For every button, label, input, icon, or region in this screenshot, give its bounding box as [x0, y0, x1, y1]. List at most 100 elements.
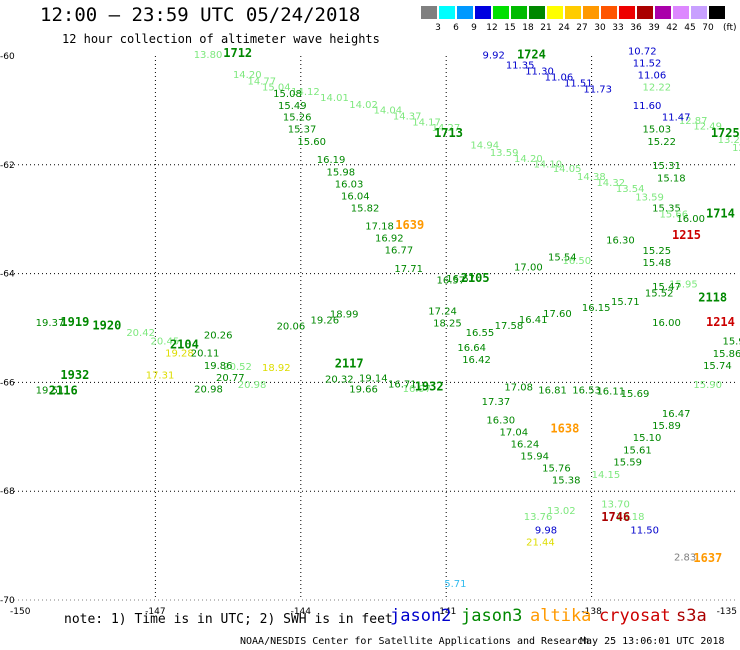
swh-label: 13.18	[616, 512, 645, 523]
swh-label: 16.64	[457, 343, 486, 354]
swh-label: 13.59	[490, 148, 519, 159]
swh-label: 19.51	[36, 385, 65, 396]
legend-swatch	[421, 6, 437, 19]
swh-label: 17.31	[146, 371, 175, 382]
swh-label: 14.12	[291, 87, 320, 98]
swh-label: 14.01	[320, 93, 349, 104]
swh-label: 20.98	[194, 385, 223, 396]
swh-label: 20.77	[216, 373, 245, 384]
legend-value: 12	[486, 23, 498, 33]
legend-swatch	[709, 6, 725, 19]
swh-label: 12.49	[693, 121, 722, 132]
track-time-label: 2117	[335, 357, 364, 371]
swh-label: 13.02	[547, 506, 576, 517]
swh-label: 20.26	[204, 330, 233, 341]
swh-label: 16.97	[403, 384, 432, 395]
lon-axis-label: -144	[291, 607, 312, 617]
swh-label: 15.18	[657, 174, 686, 185]
swh-label: 17.24	[428, 306, 457, 317]
swh-label: 15.82	[351, 204, 380, 215]
swh-label: 16.30	[606, 236, 635, 247]
page-subtitle: 12 hour collection of altimeter wave hei…	[62, 32, 380, 46]
track-time-label: 1214	[706, 315, 735, 329]
swh-label: 17.60	[543, 309, 572, 320]
lon-axis-label: -147	[145, 607, 165, 617]
legend-value: 3	[435, 23, 441, 33]
satellite-jason2: jason2	[390, 606, 452, 626]
swh-label: 13.76	[524, 512, 553, 523]
track-time-label: 1724	[517, 48, 546, 62]
swh-label: 14.20	[233, 70, 262, 81]
swh-label: 17.04	[500, 428, 529, 439]
swh-label: 15.31	[652, 161, 681, 172]
swh-label: 11.50	[630, 526, 659, 537]
track-time-label: 2104	[170, 338, 199, 352]
legend-swatch	[565, 6, 581, 19]
swh-label: 14.10	[533, 160, 562, 171]
swh-label: 12.59	[732, 143, 740, 154]
legend-unit: (ft)	[723, 23, 737, 33]
swh-label: 20.32	[325, 374, 354, 385]
swh-label: 15.38	[552, 476, 581, 487]
swh-label: 19.14	[359, 373, 388, 384]
swh-label: 17.37	[482, 397, 511, 408]
swh-label: 15.26	[283, 113, 312, 124]
swh-label: 15.97	[722, 336, 740, 347]
lon-axis-label: -141	[436, 607, 456, 617]
swh-label: 14.94	[470, 140, 499, 151]
swh-label: 12.22	[642, 82, 671, 93]
legend-value: 21	[540, 23, 552, 33]
swh-label: 15.25	[642, 246, 671, 257]
satellite-cryosat: cryosat	[599, 606, 671, 626]
swh-label: 13.54	[616, 184, 645, 195]
swh-label: 14.38	[577, 172, 606, 183]
swh-label: 16.50	[563, 256, 592, 267]
swh-label: 20.45	[151, 336, 180, 347]
swh-label: 16.15	[582, 303, 611, 314]
page-title: 12:00 – 23:59 UTC 05/24/2018	[40, 4, 361, 26]
legend-swatch	[529, 6, 545, 19]
legend-swatch	[583, 6, 599, 19]
track-time-label: 1932	[60, 368, 89, 382]
legend-value: 6	[453, 23, 459, 33]
legend-swatch	[475, 6, 491, 19]
swh-label: 16.71	[388, 379, 417, 390]
legend-value: 39	[648, 23, 660, 33]
swh-label: 15.03	[642, 125, 671, 136]
swh-label: 15.60	[297, 137, 326, 148]
track-time-label: 1932	[415, 380, 444, 394]
swh-label: 18.92	[262, 363, 291, 374]
satellite-altika: altika	[530, 606, 592, 626]
swh-label: 16.00	[676, 214, 705, 225]
swh-label: 16.00	[652, 318, 681, 329]
swh-label: 15.94	[520, 452, 549, 463]
swh-label: 15.49	[278, 101, 307, 112]
swh-label: 16.30	[486, 416, 515, 427]
swh-label: 15.35	[652, 204, 681, 215]
swh-label: 11.35	[506, 61, 535, 72]
swh-label: 16.42	[462, 355, 491, 366]
swh-label: 14.27	[432, 123, 461, 134]
credit-line: NOAA/NESDIS Center for Satellite Applica…	[240, 636, 590, 647]
swh-label: 15.52	[645, 288, 674, 299]
swh-label: 11.51	[564, 78, 593, 89]
swh-label: 16.47	[662, 409, 691, 420]
swh-label: 15.10	[633, 433, 662, 444]
track-time-label: 2118	[698, 290, 727, 304]
legend-swatch	[673, 6, 689, 19]
swh-label: 16.53	[572, 385, 601, 396]
generation-timestamp: May 25 13:06:01 UTC 2018	[580, 636, 725, 647]
swh-label: 18.25	[433, 318, 462, 329]
swh-label: 16.92	[375, 234, 404, 245]
swh-label: 14.04	[374, 106, 403, 117]
legend-swatch	[439, 6, 455, 19]
track-time-label: 1639	[395, 218, 424, 232]
swh-label: 14.05	[553, 164, 582, 175]
swh-label: 13.70	[601, 500, 630, 511]
swh-label: 19.26	[310, 316, 339, 327]
lat-axis-label: -64	[0, 270, 15, 280]
lat-axis-label: -70	[0, 596, 15, 606]
swh-label: 19.86	[204, 361, 233, 372]
swh-label: 15.08	[273, 89, 302, 100]
swh-label: 20.98	[238, 380, 267, 391]
